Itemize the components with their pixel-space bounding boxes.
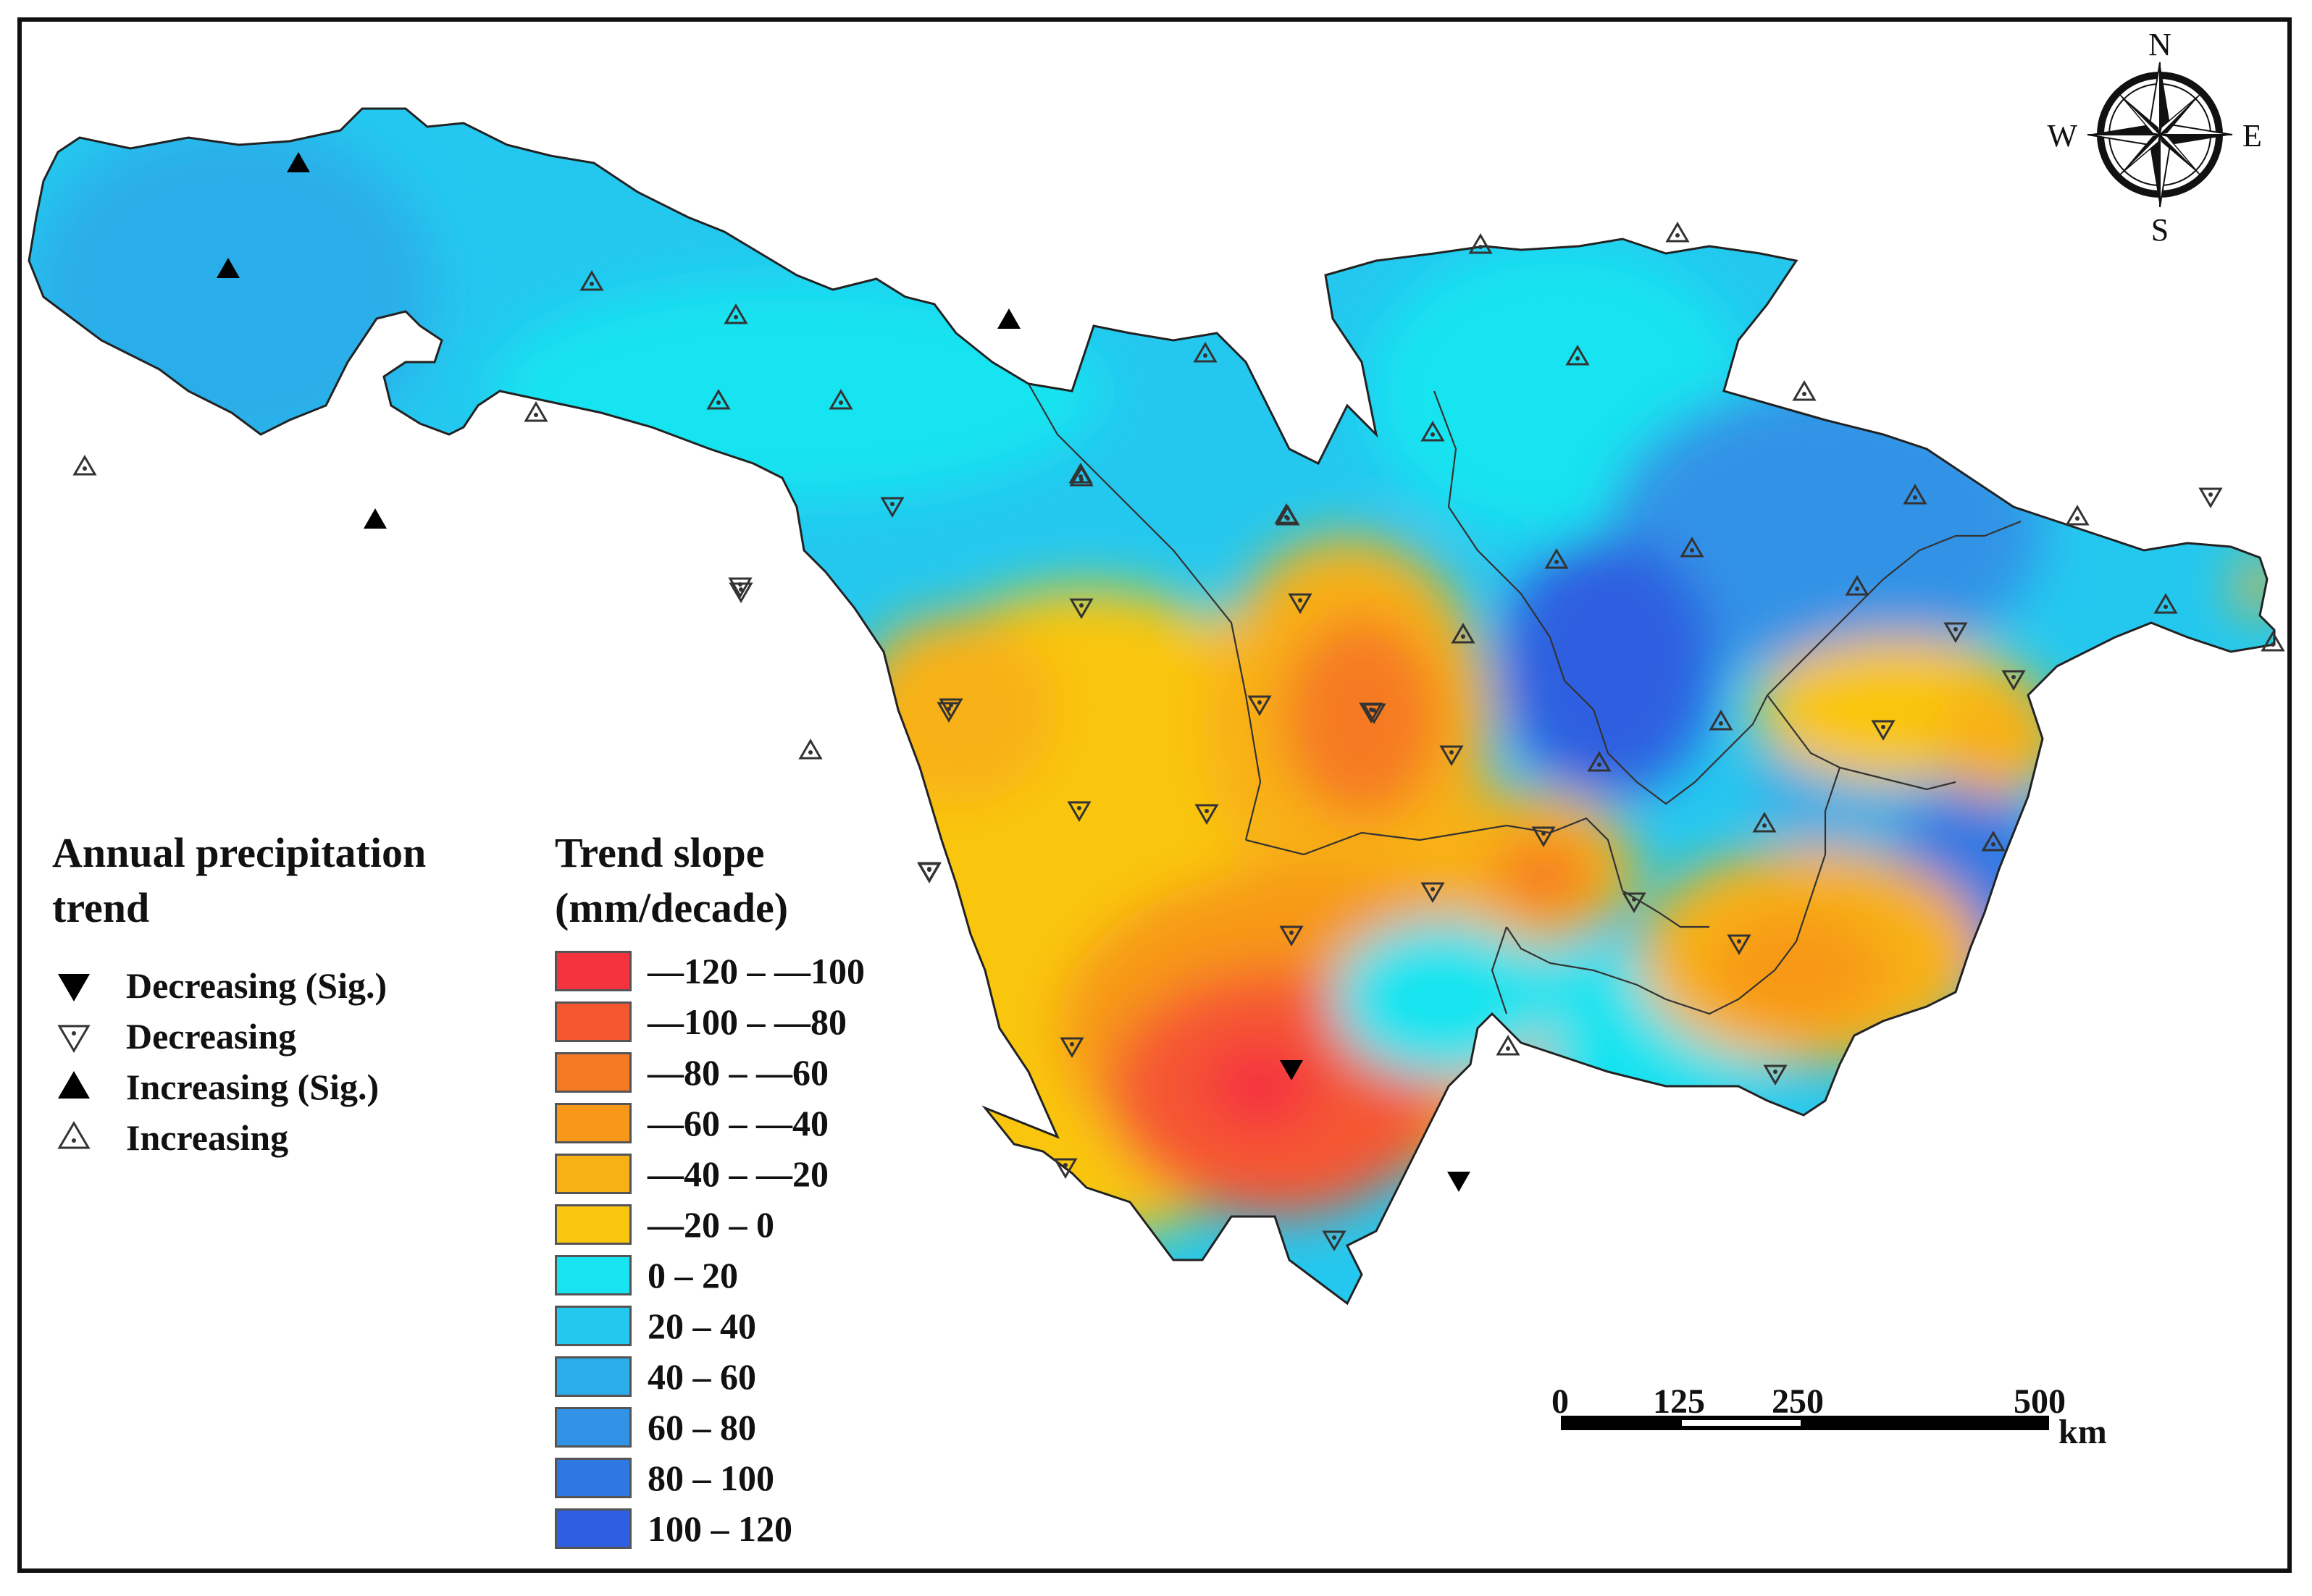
slope-legend-label: 20 – 40: [648, 1306, 756, 1346]
slope-legend-label: 0 – 20: [648, 1255, 738, 1295]
scale-tick-label: 125: [1653, 1382, 1705, 1421]
compass-south-label: S: [2151, 212, 2169, 248]
scale-tick-label: 500: [2014, 1382, 2066, 1421]
slope-legend-swatch: [555, 1458, 632, 1498]
trend-legend-item: Increasing: [52, 1112, 288, 1163]
slope-legend-label: 100 – 120: [648, 1508, 792, 1549]
slope-legend-label: —60 – —40: [648, 1103, 829, 1143]
slope-legend-row: —100 – —80: [555, 996, 847, 1047]
trend-legend-label: Increasing (Sig.): [126, 1067, 380, 1107]
slope-legend-title-line1: Trend slope: [555, 829, 765, 876]
trend-legend-label: Increasing: [126, 1117, 289, 1158]
slope-legend-swatch: [555, 1508, 632, 1549]
slope-legend-swatch: [555, 1154, 632, 1194]
slope-legend-swatch: [555, 1204, 632, 1245]
slope-legend-row: 20 – 40: [555, 1301, 756, 1351]
station-markers: [72, 152, 2285, 1251]
triangle-up-open-icon: [57, 1121, 91, 1149]
scale-bar: [1561, 1416, 2049, 1430]
trend-legend-label: Decreasing (Sig.): [126, 965, 388, 1006]
slope-legend-label: —100 – —80: [648, 1001, 847, 1042]
slope-legend-row: —20 – 0: [555, 1199, 774, 1250]
slope-legend-swatch: [555, 951, 632, 991]
slope-legend-row: —60 – —40: [555, 1098, 829, 1148]
sub-basin-boundaries: [1028, 383, 2022, 1015]
slope-legend-label: —20 – 0: [648, 1204, 774, 1245]
slope-legend-label: 40 – 60: [648, 1356, 756, 1397]
slope-legend-row: 0 – 20: [555, 1250, 738, 1301]
trend-legend-item: Decreasing (Sig.): [52, 960, 387, 1011]
slope-legend-swatch: [555, 1306, 632, 1346]
map-frame: [17, 17, 2292, 1573]
slope-legend-row: —120 – —100: [555, 946, 865, 996]
trend-legend-item: Decreasing: [52, 1011, 296, 1062]
slope-legend-row: —40 – —20: [555, 1148, 829, 1199]
slope-legend-swatch: [555, 1103, 632, 1143]
scale-tick-label: 250: [1772, 1382, 1824, 1421]
slope-legend-swatch: [555, 1052, 632, 1093]
slope-legend-label: —40 – —20: [648, 1154, 829, 1194]
triangle-up-filled-icon: [58, 1071, 90, 1099]
scale-bar-segment: [1561, 1416, 2049, 1430]
slope-legend-row: 60 – 80: [555, 1402, 756, 1453]
slope-legend-swatch: [555, 1407, 632, 1448]
scale-unit-label: km: [2058, 1413, 2107, 1451]
slope-legend-label: 80 – 100: [648, 1458, 774, 1498]
trend-legend-title-line2: trend: [52, 884, 150, 931]
scale-bar-segment: [1682, 1420, 1801, 1426]
slope-legend-row: 100 – 120: [555, 1503, 792, 1554]
compass-west-label: W: [2047, 118, 2077, 154]
slope-legend-label: 60 – 80: [648, 1407, 756, 1448]
basin-outline: [28, 107, 2276, 1306]
slope-legend-title: Trend slope (mm/decade): [555, 826, 788, 936]
slope-legend-row: 40 – 60: [555, 1351, 756, 1402]
slope-legend-label: —120 – —100: [648, 951, 865, 991]
slope-legend-label: —80 – —60: [648, 1052, 829, 1093]
slope-legend-swatch: [555, 1001, 632, 1042]
slope-legend-row: 80 – 100: [555, 1453, 774, 1503]
trend-legend-title-line1: Annual precipitation: [52, 829, 427, 876]
triangle-down-filled-icon: [58, 974, 90, 1001]
compass-east-label: E: [2242, 118, 2262, 154]
triangle-down-open-icon: [57, 1025, 91, 1053]
scale-tick-label: 0: [1551, 1382, 1569, 1421]
compass-north-label: N: [2148, 27, 2171, 62]
trend-legend-label: Decreasing: [126, 1016, 297, 1057]
trend-legend-item: Increasing (Sig.): [52, 1062, 379, 1112]
slope-legend-title-line2: (mm/decade): [555, 884, 789, 931]
trend-legend-title: Annual precipitation trend: [52, 826, 426, 936]
slope-legend-swatch: [555, 1356, 632, 1397]
slope-legend-row: —80 – —60: [555, 1047, 829, 1098]
compass-rose-icon: N S E W: [2047, 27, 2261, 248]
slope-legend-swatch: [555, 1255, 632, 1295]
